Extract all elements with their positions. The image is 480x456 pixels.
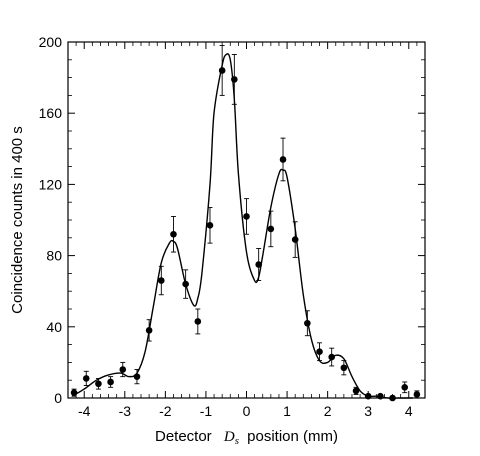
plot-area: [70, 45, 421, 402]
marker: [158, 277, 165, 284]
marker: [243, 213, 250, 220]
data-point: [133, 369, 141, 385]
x-tick-label: 2: [324, 403, 332, 419]
x-axis: -4 -3 -2 -1 0 1 2 3 4: [67, 42, 426, 419]
data-point: [82, 370, 90, 386]
y-tick-label: 120: [39, 176, 63, 192]
y-tick-label: 160: [39, 105, 63, 121]
marker: [279, 156, 287, 163]
marker: [401, 384, 409, 391]
marker: [107, 378, 114, 386]
marker: [194, 318, 202, 325]
data-point: [267, 210, 275, 248]
fit-curve: [71, 53, 413, 399]
x-tick-label: 4: [405, 403, 413, 419]
marker: [267, 225, 275, 233]
data-point: [170, 215, 177, 253]
data-point: [194, 308, 202, 335]
data-point: [119, 361, 127, 378]
data-point: [107, 376, 114, 388]
marker: [133, 373, 141, 380]
marker: [95, 380, 102, 388]
marker: [291, 236, 299, 243]
x-tick-label: -4: [78, 403, 91, 419]
y-tick-label: 40: [46, 319, 62, 335]
data-point: [291, 221, 299, 258]
x-tick-label: -2: [159, 403, 172, 419]
marker: [82, 375, 90, 382]
data-point: [145, 319, 153, 342]
data-point: [340, 360, 348, 376]
marker: [352, 387, 360, 395]
marker: [145, 327, 153, 334]
x-tick-label: -1: [200, 403, 213, 419]
x-axis-title: Detector Ds position (mm): [155, 428, 338, 448]
marker: [340, 364, 348, 372]
marker: [206, 222, 214, 229]
marker: [182, 280, 189, 288]
marker: [170, 230, 177, 238]
data-point: [328, 347, 335, 367]
x-tick-label: 3: [364, 403, 372, 419]
y-tick-label: 80: [46, 248, 62, 264]
marker: [231, 76, 238, 83]
data-point: [255, 248, 262, 281]
x-tick-label: 0: [243, 403, 251, 419]
marker: [255, 261, 262, 268]
y-tick-label: 0: [54, 390, 62, 406]
data-point: [352, 386, 360, 395]
marker: [316, 348, 323, 356]
data-point: [401, 381, 409, 394]
data-point: [95, 377, 102, 390]
marker: [218, 67, 226, 74]
y-axis-title: Coincidence counts in 400 s: [9, 126, 26, 314]
data-point: [206, 207, 214, 244]
data-point: [243, 198, 250, 235]
data-point: [304, 310, 311, 337]
data-point: [316, 342, 323, 362]
data-point: [182, 269, 189, 299]
x-tick-label: 1: [283, 403, 291, 419]
data-point: [158, 265, 165, 296]
y-axis: 0 40 80 120 160 200: [39, 34, 425, 406]
data-point: [218, 45, 226, 96]
x-tick-label: -3: [119, 403, 132, 419]
y-tick-label: 200: [39, 34, 63, 50]
marker: [328, 353, 335, 361]
marker: [304, 319, 311, 327]
data-point: [279, 137, 287, 182]
marker: [119, 366, 127, 373]
data-point: [231, 54, 238, 105]
